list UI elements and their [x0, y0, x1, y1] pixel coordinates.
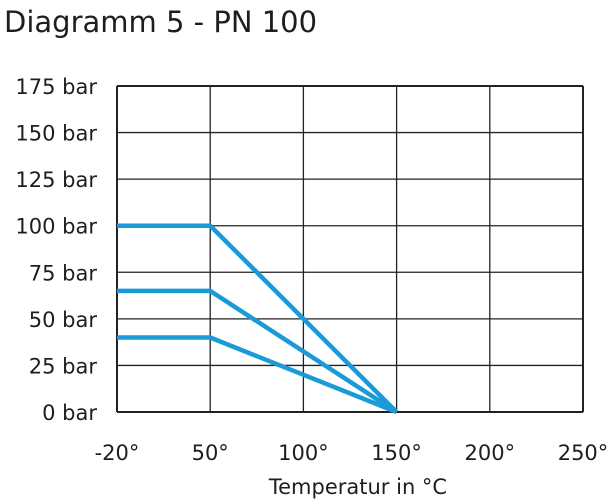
series-line — [117, 223, 399, 414]
x-tick-label: 150° — [371, 441, 422, 465]
x-axis-ticks: -20° 50° 100° 150° 200° 250° — [95, 441, 609, 465]
x-tick-label: 200° — [465, 441, 516, 465]
x-tick-label: 100° — [278, 441, 329, 465]
x-tick-label: -20° — [95, 441, 140, 465]
chart-title: Diagramm 5 - PN 100 — [4, 5, 317, 39]
series-lines — [117, 223, 399, 415]
y-tick-label: 25 bar — [29, 354, 98, 378]
grid — [116, 85, 584, 413]
y-tick-label: 100 bar — [15, 215, 97, 239]
series-line — [117, 288, 398, 414]
y-tick-label: 125 bar — [15, 168, 97, 192]
y-tick-label: 0 bar — [42, 401, 97, 425]
series-line — [117, 335, 398, 415]
y-axis-ticks: 0 bar 25 bar 50 bar 75 bar 100 bar 125 bar 150… — [15, 75, 97, 425]
x-tick-label: 250° — [558, 441, 609, 465]
y-tick-label: 50 bar — [29, 308, 98, 332]
x-axis-label: Temperatur in °C — [268, 475, 447, 499]
y-tick-label: 175 bar — [15, 75, 97, 99]
y-tick-label: 75 bar — [29, 261, 98, 285]
x-tick-label: 50° — [192, 441, 229, 465]
y-tick-label: 150 bar — [15, 122, 97, 146]
